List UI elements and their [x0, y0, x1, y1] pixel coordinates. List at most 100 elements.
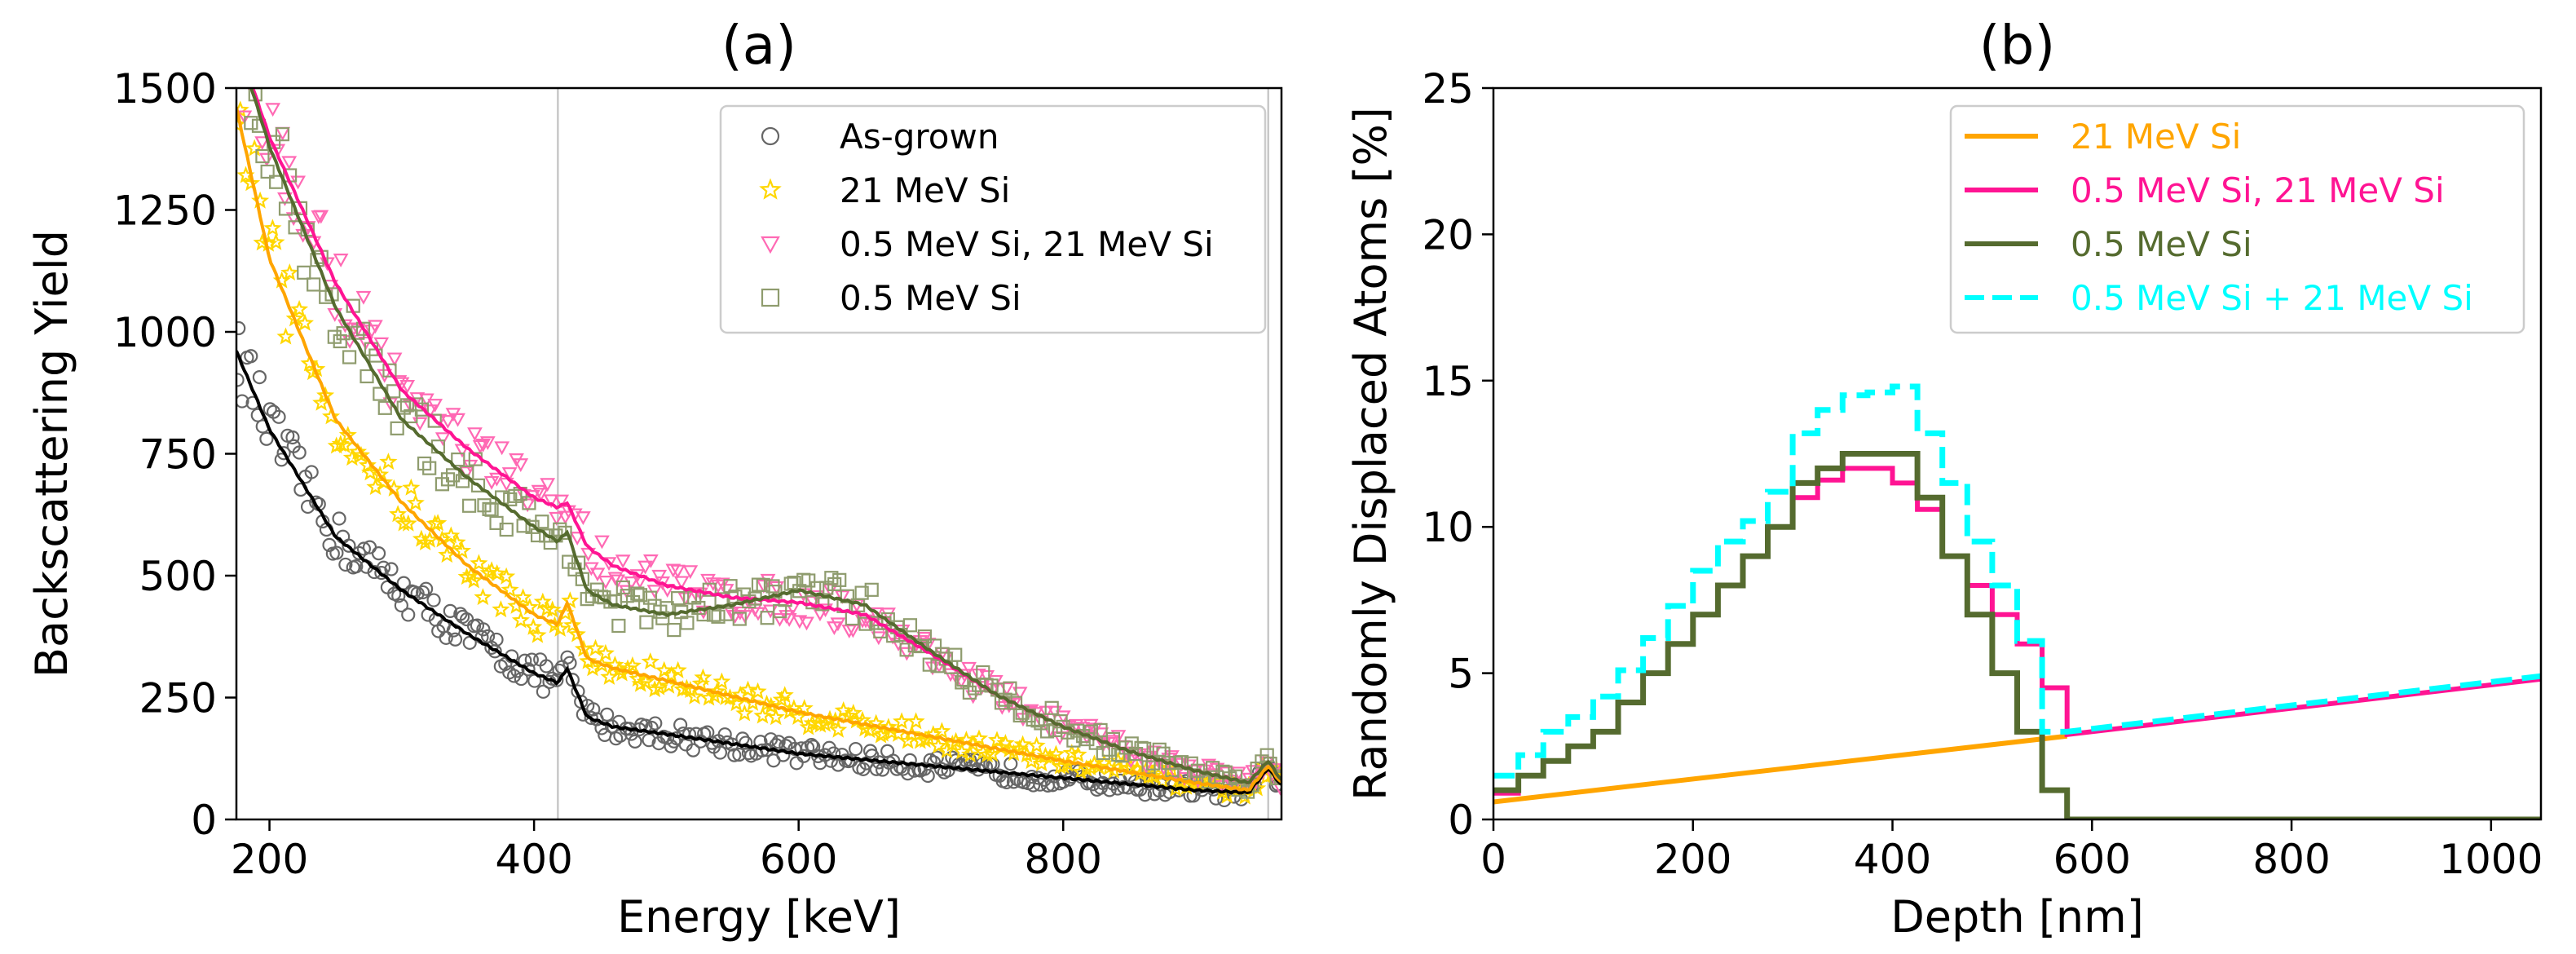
data-point — [796, 749, 811, 763]
data-point — [644, 720, 659, 735]
data-point — [1071, 762, 1090, 780]
data-point — [735, 704, 754, 722]
data-point — [801, 573, 816, 588]
data-point — [358, 456, 377, 474]
data-point — [1027, 735, 1046, 754]
data-point — [265, 103, 281, 117]
data-point — [1105, 735, 1120, 749]
data-point — [252, 370, 267, 385]
data-point — [540, 478, 556, 492]
data-point — [371, 546, 386, 561]
data-point — [737, 610, 753, 625]
data-point — [804, 737, 819, 753]
y-tick-label: 20 — [1422, 211, 1474, 258]
data-point — [695, 605, 712, 620]
data-point — [333, 333, 347, 349]
data-point — [655, 660, 673, 678]
data-point — [1093, 722, 1108, 738]
series-line-0 — [236, 350, 1281, 795]
data-point — [864, 582, 879, 597]
data-point — [379, 453, 398, 470]
data-point — [245, 139, 264, 157]
data-point — [501, 580, 519, 598]
data-point — [1116, 780, 1131, 794]
data-point — [1093, 727, 1109, 742]
data-point — [355, 290, 372, 305]
data-point — [641, 652, 659, 670]
data-point — [834, 590, 850, 604]
data-point — [648, 716, 663, 731]
data-point — [830, 617, 846, 632]
y-tick-label: 15 — [1422, 358, 1474, 405]
data-point — [611, 618, 626, 634]
data-point — [232, 0, 244, 7]
data-point — [827, 576, 842, 592]
data-point — [267, 232, 285, 250]
data-point — [276, 446, 291, 461]
data-point — [349, 559, 364, 574]
legend-marker — [761, 126, 780, 146]
x-tick-label: 1000 — [2439, 836, 2543, 883]
data-point — [342, 350, 357, 364]
data-point — [470, 478, 486, 492]
data-point — [869, 762, 884, 776]
data-point — [465, 571, 483, 589]
data-point — [776, 748, 791, 762]
data-point — [941, 763, 955, 778]
data-point — [999, 682, 1015, 696]
data-point — [499, 522, 514, 537]
data-point — [309, 495, 324, 510]
data-point — [589, 568, 606, 582]
data-point — [426, 593, 441, 607]
data-point — [673, 576, 690, 590]
data-point — [580, 592, 594, 607]
data-point — [443, 603, 457, 618]
data-point — [422, 461, 437, 475]
data-point — [609, 731, 624, 746]
y-axis-label: Randomly Displaced Atoms [%] — [1345, 107, 1396, 801]
data-point — [659, 731, 675, 745]
data-point — [313, 210, 329, 224]
data-point — [942, 668, 959, 682]
data-point — [295, 313, 315, 331]
data-point — [497, 567, 516, 585]
y-tick-label: 10 — [1422, 504, 1474, 551]
data-point — [440, 415, 456, 429]
legend-marker — [759, 178, 782, 200]
x-tick-label: 400 — [495, 836, 572, 883]
data-point — [448, 632, 463, 647]
data-point — [386, 352, 403, 367]
y-axis-label: Backscattering Yield — [26, 230, 77, 678]
data-point — [262, 402, 277, 417]
data-point — [598, 576, 614, 590]
data-point — [586, 638, 605, 656]
data-point — [533, 488, 549, 502]
data-point — [694, 668, 712, 686]
data-point — [844, 703, 862, 722]
data-point — [476, 622, 491, 637]
data-point — [259, 431, 274, 446]
data-point — [285, 430, 300, 445]
x-tick-label: 0 — [1480, 836, 1506, 883]
data-point — [335, 435, 354, 453]
data-point — [434, 432, 451, 447]
data-point — [535, 515, 549, 529]
x-axis-label: Depth [nm] — [1890, 891, 2144, 943]
data-point — [971, 669, 986, 682]
data-point — [768, 585, 783, 599]
legend-label: 21 MeV Si — [2071, 117, 2241, 157]
data-point — [963, 753, 977, 767]
data-point — [355, 321, 371, 336]
data-point — [717, 727, 732, 742]
legend-label: 0.5 MeV Si, 21 MeV Si — [840, 224, 1214, 264]
data-point — [351, 445, 371, 463]
data-point — [269, 174, 284, 189]
data-point — [829, 720, 848, 738]
data-point — [796, 588, 812, 603]
data-point — [412, 417, 428, 431]
data-point — [567, 625, 586, 643]
data-point — [1069, 745, 1087, 763]
data-point — [961, 661, 977, 676]
y-tick-label: 500 — [139, 553, 217, 600]
data-point — [812, 607, 828, 622]
